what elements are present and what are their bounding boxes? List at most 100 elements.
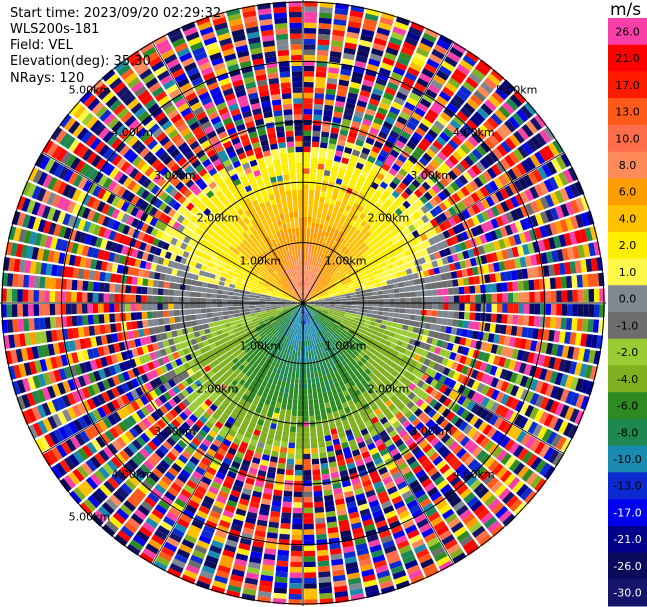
radar-gate — [580, 395, 590, 411]
radar-gate — [282, 376, 287, 383]
radar-gate — [426, 310, 433, 316]
radar-gate — [447, 425, 458, 436]
radar-gate — [382, 285, 389, 290]
radar-gate — [496, 127, 508, 140]
radar-gate — [39, 317, 46, 330]
radar-gate — [304, 561, 316, 568]
radar-gate — [516, 349, 525, 361]
radar-gate — [318, 446, 326, 454]
radar-gate — [303, 443, 310, 449]
radar-gate — [452, 214, 462, 224]
radar-gate — [408, 169, 418, 179]
radar-gate — [344, 216, 352, 224]
radar-gate — [548, 415, 559, 430]
radar-gate — [410, 332, 418, 340]
radar-gate — [360, 271, 367, 277]
radar-gate — [332, 29, 345, 37]
radar-gate — [413, 278, 421, 285]
radar-gate — [306, 265, 309, 271]
radar-gate — [376, 315, 383, 320]
radar-gate — [450, 181, 460, 192]
radar-gate — [310, 249, 314, 256]
radar-gate — [391, 278, 398, 284]
radar-gate — [234, 316, 241, 321]
radar-gate — [303, 189, 309, 196]
radar-gate — [408, 382, 417, 391]
radar-gate — [476, 85, 490, 98]
radar-gate — [357, 232, 365, 239]
radar-gate — [529, 186, 540, 199]
radar-gate — [211, 312, 218, 317]
radar-gate — [207, 317, 214, 323]
radar-gate — [436, 355, 444, 364]
radar-gate — [480, 284, 487, 293]
radar-gate — [467, 427, 477, 439]
radar-gate — [326, 331, 332, 337]
radar-gate — [308, 289, 313, 295]
radar-gate — [382, 189, 391, 198]
radar-gate — [499, 368, 508, 380]
radar-gate — [314, 245, 319, 251]
radar-gate — [411, 202, 420, 211]
radar-gate — [572, 289, 578, 302]
radar-gate — [520, 433, 532, 446]
radar-gate — [478, 421, 488, 433]
radar-gate — [350, 154, 359, 162]
radar-gate — [498, 487, 511, 501]
radar-gate — [387, 347, 395, 354]
radar-gate — [572, 304, 578, 317]
radar-gate — [504, 185, 514, 197]
radar-gate — [527, 242, 535, 254]
radar-gate — [484, 363, 493, 374]
radar-gate — [418, 122, 430, 133]
radar-gate — [422, 152, 433, 163]
radar-gate — [303, 146, 311, 153]
radar-gate — [509, 134, 521, 147]
radar-gate — [462, 346, 470, 356]
radar-gate — [312, 255, 316, 262]
radar-gate — [308, 282, 312, 289]
radar-gate — [300, 346, 303, 352]
radar-gate — [340, 309, 346, 312]
radar-gate — [420, 373, 429, 382]
radar-gate — [371, 383, 379, 391]
radar-gate — [315, 223, 320, 230]
radar-gate — [312, 307, 318, 311]
radar-gate — [356, 297, 363, 300]
radar-gate — [313, 279, 318, 285]
radar-gate — [306, 367, 310, 373]
radar-gate — [373, 82, 386, 92]
radar-gate — [288, 593, 302, 600]
radar-gate — [353, 144, 363, 152]
radar-gate — [281, 506, 292, 513]
radar-gate — [395, 16, 411, 26]
radar-gate — [387, 111, 398, 120]
radar-gate — [396, 56, 410, 67]
radar-gate — [318, 441, 326, 448]
radar-gate — [588, 349, 596, 364]
radar-gate — [380, 261, 387, 268]
radar-gate — [385, 185, 395, 194]
radar-gate — [318, 263, 323, 270]
radar-gate — [317, 293, 323, 297]
radar-gate — [125, 312, 132, 321]
radar-gate — [431, 260, 439, 268]
radar-gate — [326, 315, 332, 320]
radar-gate — [325, 316, 331, 321]
radar-gate — [380, 126, 391, 135]
radar-gate — [298, 340, 301, 347]
radar-gate — [388, 76, 401, 86]
radar-gate — [318, 306, 325, 309]
radar-gate — [303, 76, 314, 83]
radar-gate — [388, 167, 398, 177]
radar-gate — [518, 416, 529, 429]
radar-gate — [513, 130, 525, 144]
radar-gate — [433, 267, 440, 275]
radar-gate — [324, 164, 332, 171]
radar-gate — [356, 353, 363, 360]
radar-gate — [554, 402, 565, 416]
radar-gate — [372, 330, 379, 336]
radar-gate — [276, 380, 282, 387]
radar-gate — [381, 202, 390, 211]
radar-gate — [532, 328, 539, 340]
